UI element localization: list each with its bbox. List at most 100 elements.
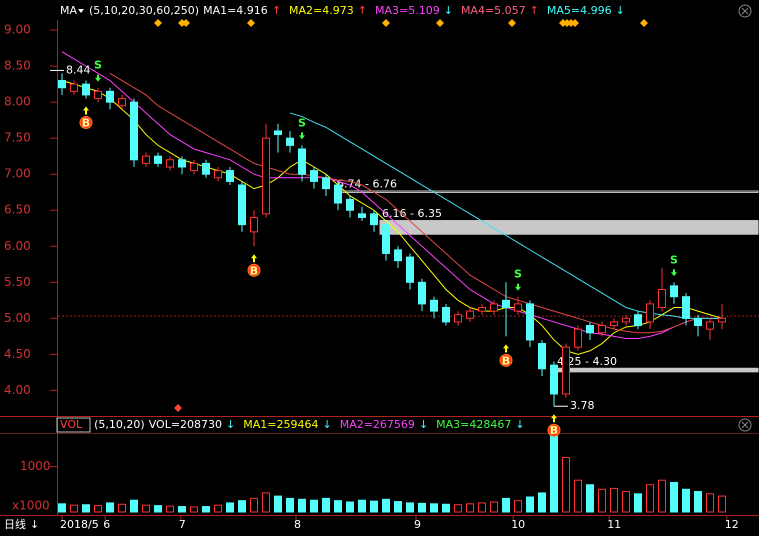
legend-entry: MA1=4.916 bbox=[203, 4, 268, 17]
candle-body bbox=[502, 299, 510, 309]
legend-entry: ↑ bbox=[272, 4, 281, 17]
ma-line bbox=[61, 51, 722, 339]
marker-diamond bbox=[174, 404, 182, 412]
volume-bar bbox=[118, 503, 126, 513]
volume-bar bbox=[562, 456, 570, 513]
volume-bar bbox=[58, 503, 66, 513]
marker-diamond bbox=[154, 19, 162, 27]
legend-entry: MA5=4.996 bbox=[547, 4, 612, 17]
candle-body bbox=[250, 216, 258, 233]
volume-bar bbox=[190, 506, 198, 513]
y-tick-label: 6.00 bbox=[4, 239, 31, 253]
candle-body bbox=[358, 213, 366, 218]
sell-arrow bbox=[515, 283, 521, 291]
volume-bar bbox=[466, 503, 474, 513]
candle-body bbox=[94, 90, 102, 100]
buy-signal: B bbox=[502, 354, 510, 367]
candle-body bbox=[310, 170, 318, 182]
y-tick-label: 5.50 bbox=[4, 275, 31, 289]
candle-body bbox=[334, 184, 342, 204]
volume-bar bbox=[634, 493, 642, 513]
candle-body bbox=[574, 328, 582, 348]
sell-signal: S bbox=[670, 253, 678, 266]
volume-bar bbox=[298, 498, 306, 513]
close-button[interactable] bbox=[738, 4, 752, 18]
candle-body bbox=[682, 296, 690, 319]
period-label: 日线 bbox=[4, 517, 26, 531]
volume-bar bbox=[382, 498, 390, 513]
legend-entry: ↓ bbox=[616, 4, 625, 17]
marker-diamond bbox=[382, 19, 390, 27]
legend-entry: ↑ bbox=[530, 4, 539, 17]
period-arrow: ↓ bbox=[30, 518, 39, 531]
price-zone bbox=[379, 220, 759, 235]
price-label: 8.44 bbox=[66, 63, 91, 76]
y-tick-label: 5.00 bbox=[4, 311, 31, 325]
sell-arrow bbox=[299, 132, 305, 140]
legend-entry: (5,10,20) bbox=[94, 418, 145, 431]
buy-badge bbox=[499, 353, 513, 367]
candle-body bbox=[286, 137, 294, 146]
y-tick-label: 4.50 bbox=[4, 347, 31, 361]
x-tick-label: 9 bbox=[414, 518, 421, 531]
volume-bar bbox=[322, 497, 330, 513]
candle-body bbox=[526, 303, 534, 341]
candle-body bbox=[562, 346, 570, 395]
candle-body bbox=[634, 314, 642, 327]
volume-bar bbox=[178, 506, 186, 513]
volume-bar bbox=[418, 502, 426, 513]
legend-entry: VOL bbox=[60, 418, 83, 431]
candle-body bbox=[298, 148, 306, 175]
legend-entry: ↑ bbox=[358, 4, 367, 17]
legend-entry: MA3=428467 bbox=[436, 418, 511, 431]
sell-arrow bbox=[671, 269, 677, 277]
candle-body bbox=[214, 170, 222, 179]
ma-line bbox=[109, 72, 722, 334]
candle-body bbox=[118, 98, 126, 107]
volume-bar bbox=[346, 501, 354, 513]
x-tick-label: 12 bbox=[725, 518, 739, 531]
candle-body bbox=[490, 303, 498, 312]
close-button[interactable] bbox=[738, 418, 752, 432]
volume-bar bbox=[82, 504, 90, 513]
volume-bar bbox=[718, 495, 726, 513]
marker-diamond bbox=[640, 19, 648, 27]
sell-signal: S bbox=[514, 268, 522, 281]
vol-selector[interactable] bbox=[56, 417, 91, 433]
candle-body bbox=[370, 213, 378, 226]
volume-bar bbox=[538, 492, 546, 513]
candle-body bbox=[106, 90, 114, 103]
buy-signal: B bbox=[82, 117, 90, 130]
volume-bar bbox=[550, 434, 558, 513]
legend-entry: (5,10,20,30,60,250) bbox=[89, 4, 199, 17]
x-tick-label: 8 bbox=[294, 518, 301, 531]
y-tick-label: 8.50 bbox=[4, 59, 31, 73]
legend-entry: ↓ bbox=[444, 4, 453, 17]
volume-bar bbox=[430, 503, 438, 513]
candle-body bbox=[706, 321, 714, 330]
legend-entry: MA1=259464 bbox=[243, 418, 318, 431]
x-tick-label: 11 bbox=[607, 518, 621, 531]
volume-bar bbox=[226, 502, 234, 513]
candle-body bbox=[622, 317, 630, 323]
candle-body bbox=[454, 314, 462, 323]
y-tick-label: 7.50 bbox=[4, 131, 31, 145]
candle-body bbox=[346, 198, 354, 211]
volume-bar bbox=[622, 491, 630, 513]
candle-body bbox=[598, 325, 606, 334]
marker-diamond bbox=[182, 19, 190, 27]
y-tick-label: 1000 bbox=[20, 459, 51, 473]
buy-signal: B bbox=[250, 264, 258, 277]
volume-bar bbox=[610, 487, 618, 513]
candle-body bbox=[70, 83, 78, 92]
legend-entry: MA bbox=[60, 4, 77, 17]
legend-entry: ↓ bbox=[322, 418, 331, 431]
candle-body bbox=[466, 310, 474, 319]
candle-body bbox=[586, 325, 594, 334]
candle-body bbox=[382, 224, 390, 254]
price-label: 3.78 bbox=[570, 399, 595, 412]
volume-bar bbox=[238, 500, 246, 513]
buy-signal: B bbox=[550, 424, 558, 437]
buy-badge bbox=[79, 116, 93, 130]
